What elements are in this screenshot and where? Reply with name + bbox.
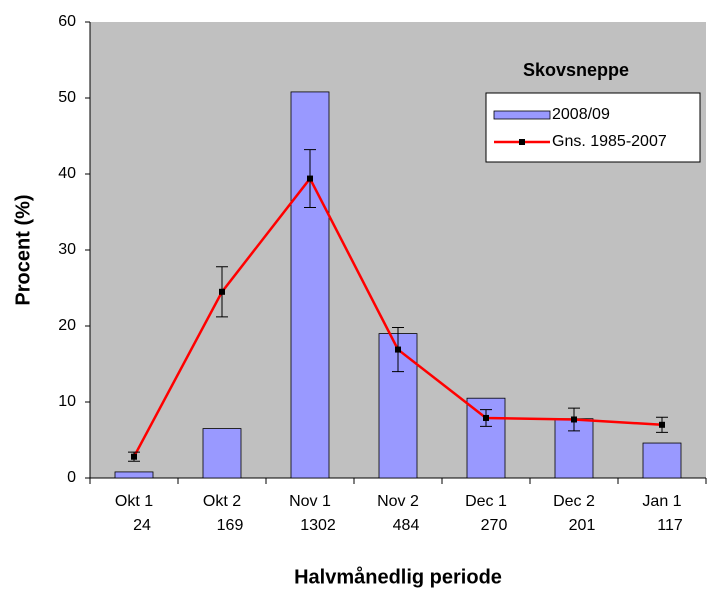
marker (307, 175, 313, 182)
legend-box (485, 92, 701, 163)
y-tick-label: 30 (58, 241, 76, 258)
x-axis-label: Halvmånedlig periode (294, 565, 502, 588)
x-tick-count: 201 (569, 517, 596, 534)
y-tick-label: 10 (58, 393, 76, 410)
x-tick-label: Nov 2 (377, 493, 419, 510)
x-tick-label: Nov 1 (289, 493, 331, 510)
marker (131, 453, 137, 460)
y-tick-label: 60 (58, 13, 76, 30)
marker (571, 416, 577, 423)
legend-marker (519, 139, 525, 145)
bar (554, 418, 594, 479)
x-tick-label: Dec 1 (465, 493, 507, 510)
marker (395, 346, 401, 353)
bar (202, 428, 242, 479)
marker (483, 414, 489, 421)
x-tick-count: 1302 (300, 517, 336, 534)
bar (114, 471, 154, 479)
x-tick-label: Jan 1 (642, 493, 681, 510)
y-tick-label: 0 (67, 469, 76, 486)
x-tick-count: 169 (217, 517, 244, 534)
x-tick-count: 270 (481, 517, 508, 534)
x-tick-count: 117 (657, 517, 683, 534)
marker (659, 421, 665, 428)
bar (642, 442, 682, 479)
legend-swatch (493, 110, 551, 120)
y-tick-label: 50 (58, 89, 76, 106)
marker (219, 288, 225, 295)
x-tick-label: Okt 2 (203, 493, 241, 510)
y-tick-label: 20 (58, 317, 76, 334)
chart-title: Skovsneppe (523, 60, 629, 80)
x-tick-label: Dec 2 (553, 493, 595, 510)
y-tick-label: 40 (58, 165, 76, 182)
y-axis-label: Procent (%) (12, 194, 34, 305)
x-tick-count: 24 (133, 517, 151, 534)
x-tick-count: 484 (393, 517, 420, 534)
x-tick-label: Okt 1 (115, 493, 153, 510)
legend-label: Gns. 1985-2007 (552, 133, 667, 150)
legend-label: 2008/09 (552, 106, 610, 123)
